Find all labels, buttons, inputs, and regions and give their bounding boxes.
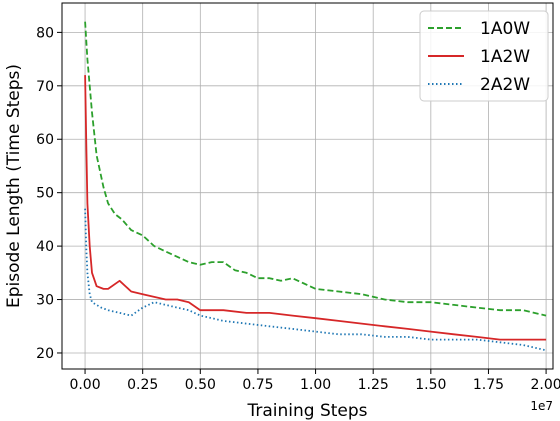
legend-label-2a2w: 2A2W [480, 75, 530, 95]
x-tick-label: 1.00 [300, 377, 331, 393]
x-tick-label: 1.25 [358, 377, 389, 393]
legend-box [419, 10, 549, 102]
x-tick-label: 1.50 [415, 377, 446, 393]
y-tick-label: 50 [36, 186, 54, 202]
ticks: 0.00 0.25 0.50 0.75 1.00 1.25 1.50 1.75 2.00 20 30… [36, 25, 560, 393]
y-axis-title: Episode Length (Time Steps) [4, 64, 24, 308]
x-tick-label: 2.00 [530, 377, 560, 393]
x-tick-label: 0.00 [69, 377, 100, 393]
legend: 1A0W 1A2W 2A2W [419, 10, 549, 102]
grid [62, 3, 553, 369]
x-tick-label: 1.75 [473, 377, 504, 393]
y-tick-label: 60 [36, 132, 54, 148]
y-tick-label: 30 [36, 293, 54, 309]
x-tick-label: 0.75 [242, 377, 273, 393]
plot-lines [84, 21, 547, 352]
x-tick-label: 0.25 [127, 377, 158, 393]
x-tick-label: 0.50 [185, 377, 216, 393]
y-tick-label: 80 [36, 25, 54, 41]
y-tick-label: 70 [36, 79, 54, 95]
y-tick-label: 20 [36, 346, 54, 362]
legend-label-1a0w: 1A0W [480, 19, 530, 39]
series-line-2a2w [84, 208, 547, 352]
series-line-1a2w [84, 75, 547, 341]
plot-frame [61, 2, 554, 370]
x-axis-offset-label: 1e7 [530, 399, 553, 413]
legend-label-1a2w: 1A2W [480, 47, 530, 67]
series-line-1a0w [84, 21, 547, 317]
x-axis-title: Training Steps [246, 401, 367, 421]
y-tick-label: 40 [36, 239, 54, 255]
